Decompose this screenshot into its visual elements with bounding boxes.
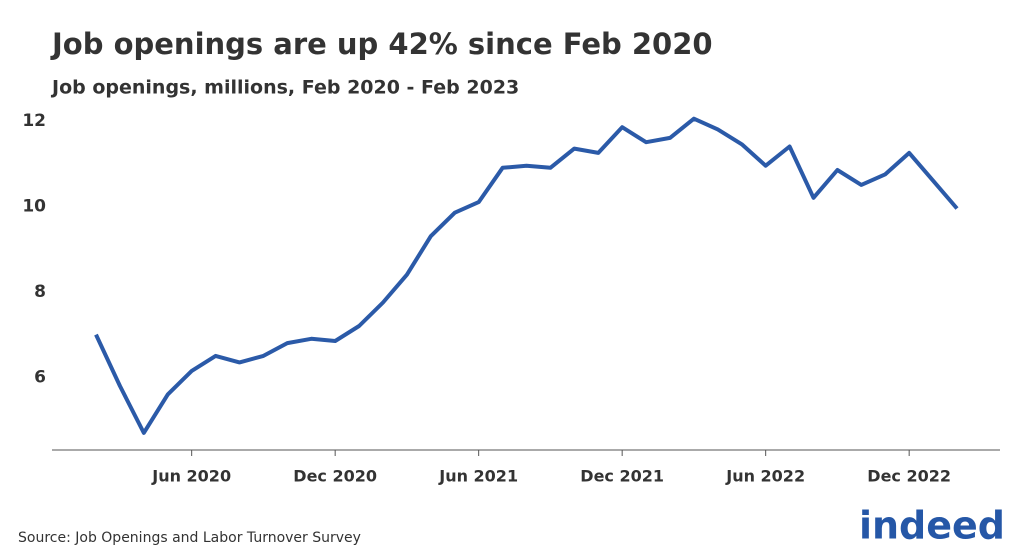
chart-title: Job openings are up 42% since Feb 2020	[50, 27, 713, 61]
x-tick-label: Jun 2021	[438, 467, 518, 486]
source-note: Source: Job Openings and Labor Turnover …	[18, 530, 361, 546]
x-tick-label: Jun 2020	[151, 467, 231, 486]
x-tick-label: Dec 2020	[293, 467, 377, 486]
x-tick-label: Dec 2022	[867, 467, 951, 486]
y-tick-label: 6	[34, 367, 46, 387]
data-line	[94, 116, 959, 435]
x-tick-label: Dec 2021	[580, 467, 664, 486]
y-tick-label: 12	[22, 111, 46, 131]
y-tick-label: 8	[34, 282, 46, 302]
chart-subtitle: Job openings, millions, Feb 2020 - Feb 2…	[50, 77, 519, 99]
x-tick-label: Jun 2022	[725, 467, 805, 486]
y-tick-label: 10	[22, 196, 46, 216]
logo: indeed	[859, 504, 1005, 548]
